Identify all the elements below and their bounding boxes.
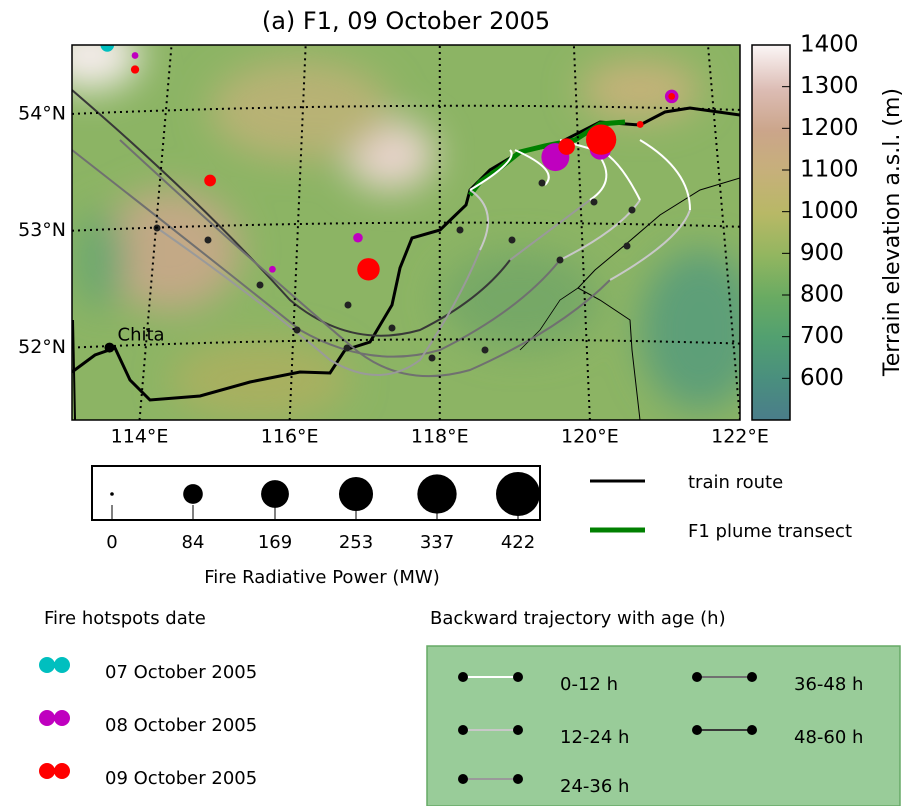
lat-tick-label: 52°N bbox=[18, 336, 66, 358]
frp-legend-circle bbox=[261, 480, 289, 508]
date-legend-dot bbox=[39, 710, 55, 726]
date-legend-title: Fire hotspots date bbox=[44, 608, 206, 629]
colorbar-label: Terrain elevation a.s.l. (m) bbox=[880, 88, 905, 377]
colorbar-tick-label: 1200 bbox=[800, 115, 859, 141]
trajectory-legend-box bbox=[426, 645, 901, 806]
lon-tick-label: 120°E bbox=[561, 426, 619, 448]
frp-legend-label: Fire Radiative Power (MW) bbox=[204, 567, 439, 588]
frp-legend-value: 253 bbox=[339, 532, 373, 553]
frp-legend-circle bbox=[110, 492, 114, 496]
trajectory-legend-dot bbox=[458, 672, 468, 682]
date-legend-label: 08 October 2005 bbox=[105, 715, 257, 736]
frp-legend-box bbox=[91, 465, 541, 521]
colorbar-tick-label: 900 bbox=[800, 240, 844, 266]
city-dot bbox=[104, 342, 115, 353]
line-legend-label: train route bbox=[688, 472, 783, 493]
fire-hotspot bbox=[353, 232, 363, 243]
frp-legend-value: 0 bbox=[106, 532, 117, 553]
terrain: Chita bbox=[72, 45, 740, 420]
trajectory-legend-dot bbox=[692, 725, 702, 735]
trajectory-legend-dot bbox=[692, 672, 702, 682]
trajectory-legend-dot bbox=[458, 774, 468, 784]
lon-tick-label: 114°E bbox=[111, 426, 169, 448]
trajectory-legend-label: 12-24 h bbox=[560, 727, 629, 748]
frp-legend-circle bbox=[496, 472, 540, 516]
date-legend-dot bbox=[54, 657, 70, 673]
lat-tick-label: 53°N bbox=[18, 219, 66, 241]
fire-hotspot bbox=[204, 174, 216, 187]
fire-hotspot bbox=[586, 124, 617, 155]
colorbar-tick-label: 1300 bbox=[800, 73, 859, 99]
trajectory-legend-label: 24-36 h bbox=[560, 776, 629, 797]
trajectory-legend-dot bbox=[513, 672, 523, 682]
meridian bbox=[138, 45, 173, 420]
fire-hotspot bbox=[558, 138, 575, 155]
fire-hotspot bbox=[668, 93, 676, 100]
trajectory-legend-label: 0-12 h bbox=[560, 674, 618, 695]
colorbar-tick-label: 700 bbox=[800, 323, 844, 349]
colorbar bbox=[751, 44, 791, 421]
title: (a) F1, 09 October 2005 bbox=[262, 7, 550, 35]
trajectory-legend-dot bbox=[513, 774, 523, 784]
trajectory-legend-dot bbox=[513, 725, 523, 735]
date-legend-dot bbox=[39, 763, 55, 779]
fire-hotspot bbox=[100, 45, 115, 52]
colorbar-tick-label: 1400 bbox=[800, 32, 859, 58]
line-legend-label: F1 plume transect bbox=[688, 521, 852, 542]
fire-hotspot bbox=[269, 265, 276, 273]
colorbar-tick-label: 600 bbox=[800, 365, 844, 391]
date-legend-dot bbox=[39, 657, 55, 673]
lon-tick-label: 122°E bbox=[711, 426, 769, 448]
frp-legend-value: 84 bbox=[182, 532, 205, 553]
frp-legend-value: 337 bbox=[420, 532, 454, 553]
frp-legend-circle bbox=[183, 484, 203, 504]
fire-hotspot bbox=[130, 65, 140, 74]
city-label: Chita bbox=[118, 325, 165, 346]
lon-tick-label: 116°E bbox=[261, 426, 319, 448]
frp-legend-value: 422 bbox=[501, 532, 535, 553]
lat-tick-label: 54°N bbox=[18, 102, 66, 124]
meridian bbox=[572, 45, 591, 420]
meridian bbox=[288, 45, 307, 420]
map-frame bbox=[71, 44, 741, 421]
trajectory-legend-dot bbox=[458, 725, 468, 735]
date-legend-dot bbox=[54, 763, 70, 779]
meridian bbox=[707, 45, 740, 420]
trajectory-legend-label: 36-48 h bbox=[794, 674, 863, 695]
frp-legend-circle bbox=[338, 476, 374, 512]
trajectory-legend-dot bbox=[747, 672, 757, 682]
frp-legend-value: 169 bbox=[258, 532, 292, 553]
colorbar-tick-label: 1100 bbox=[800, 157, 859, 183]
trajectory-legend-label: 48-60 h bbox=[794, 727, 863, 748]
trajectory-legend-dot bbox=[747, 725, 757, 735]
date-legend-label: 07 October 2005 bbox=[105, 662, 257, 683]
lon-tick-label: 118°E bbox=[411, 426, 469, 448]
fire-hotspot bbox=[357, 258, 380, 281]
fire-hotspot bbox=[636, 121, 644, 128]
colorbar-tick-label: 1000 bbox=[800, 198, 859, 224]
colorbar-tick-label: 800 bbox=[800, 282, 844, 308]
frp-legend-circle bbox=[417, 474, 457, 514]
date-legend-dot bbox=[54, 710, 70, 726]
date-legend-label: 09 October 2005 bbox=[105, 768, 257, 789]
fire-hotspot bbox=[131, 52, 139, 59]
trajectory-legend-title: Backward trajectory with age (h) bbox=[430, 608, 726, 629]
